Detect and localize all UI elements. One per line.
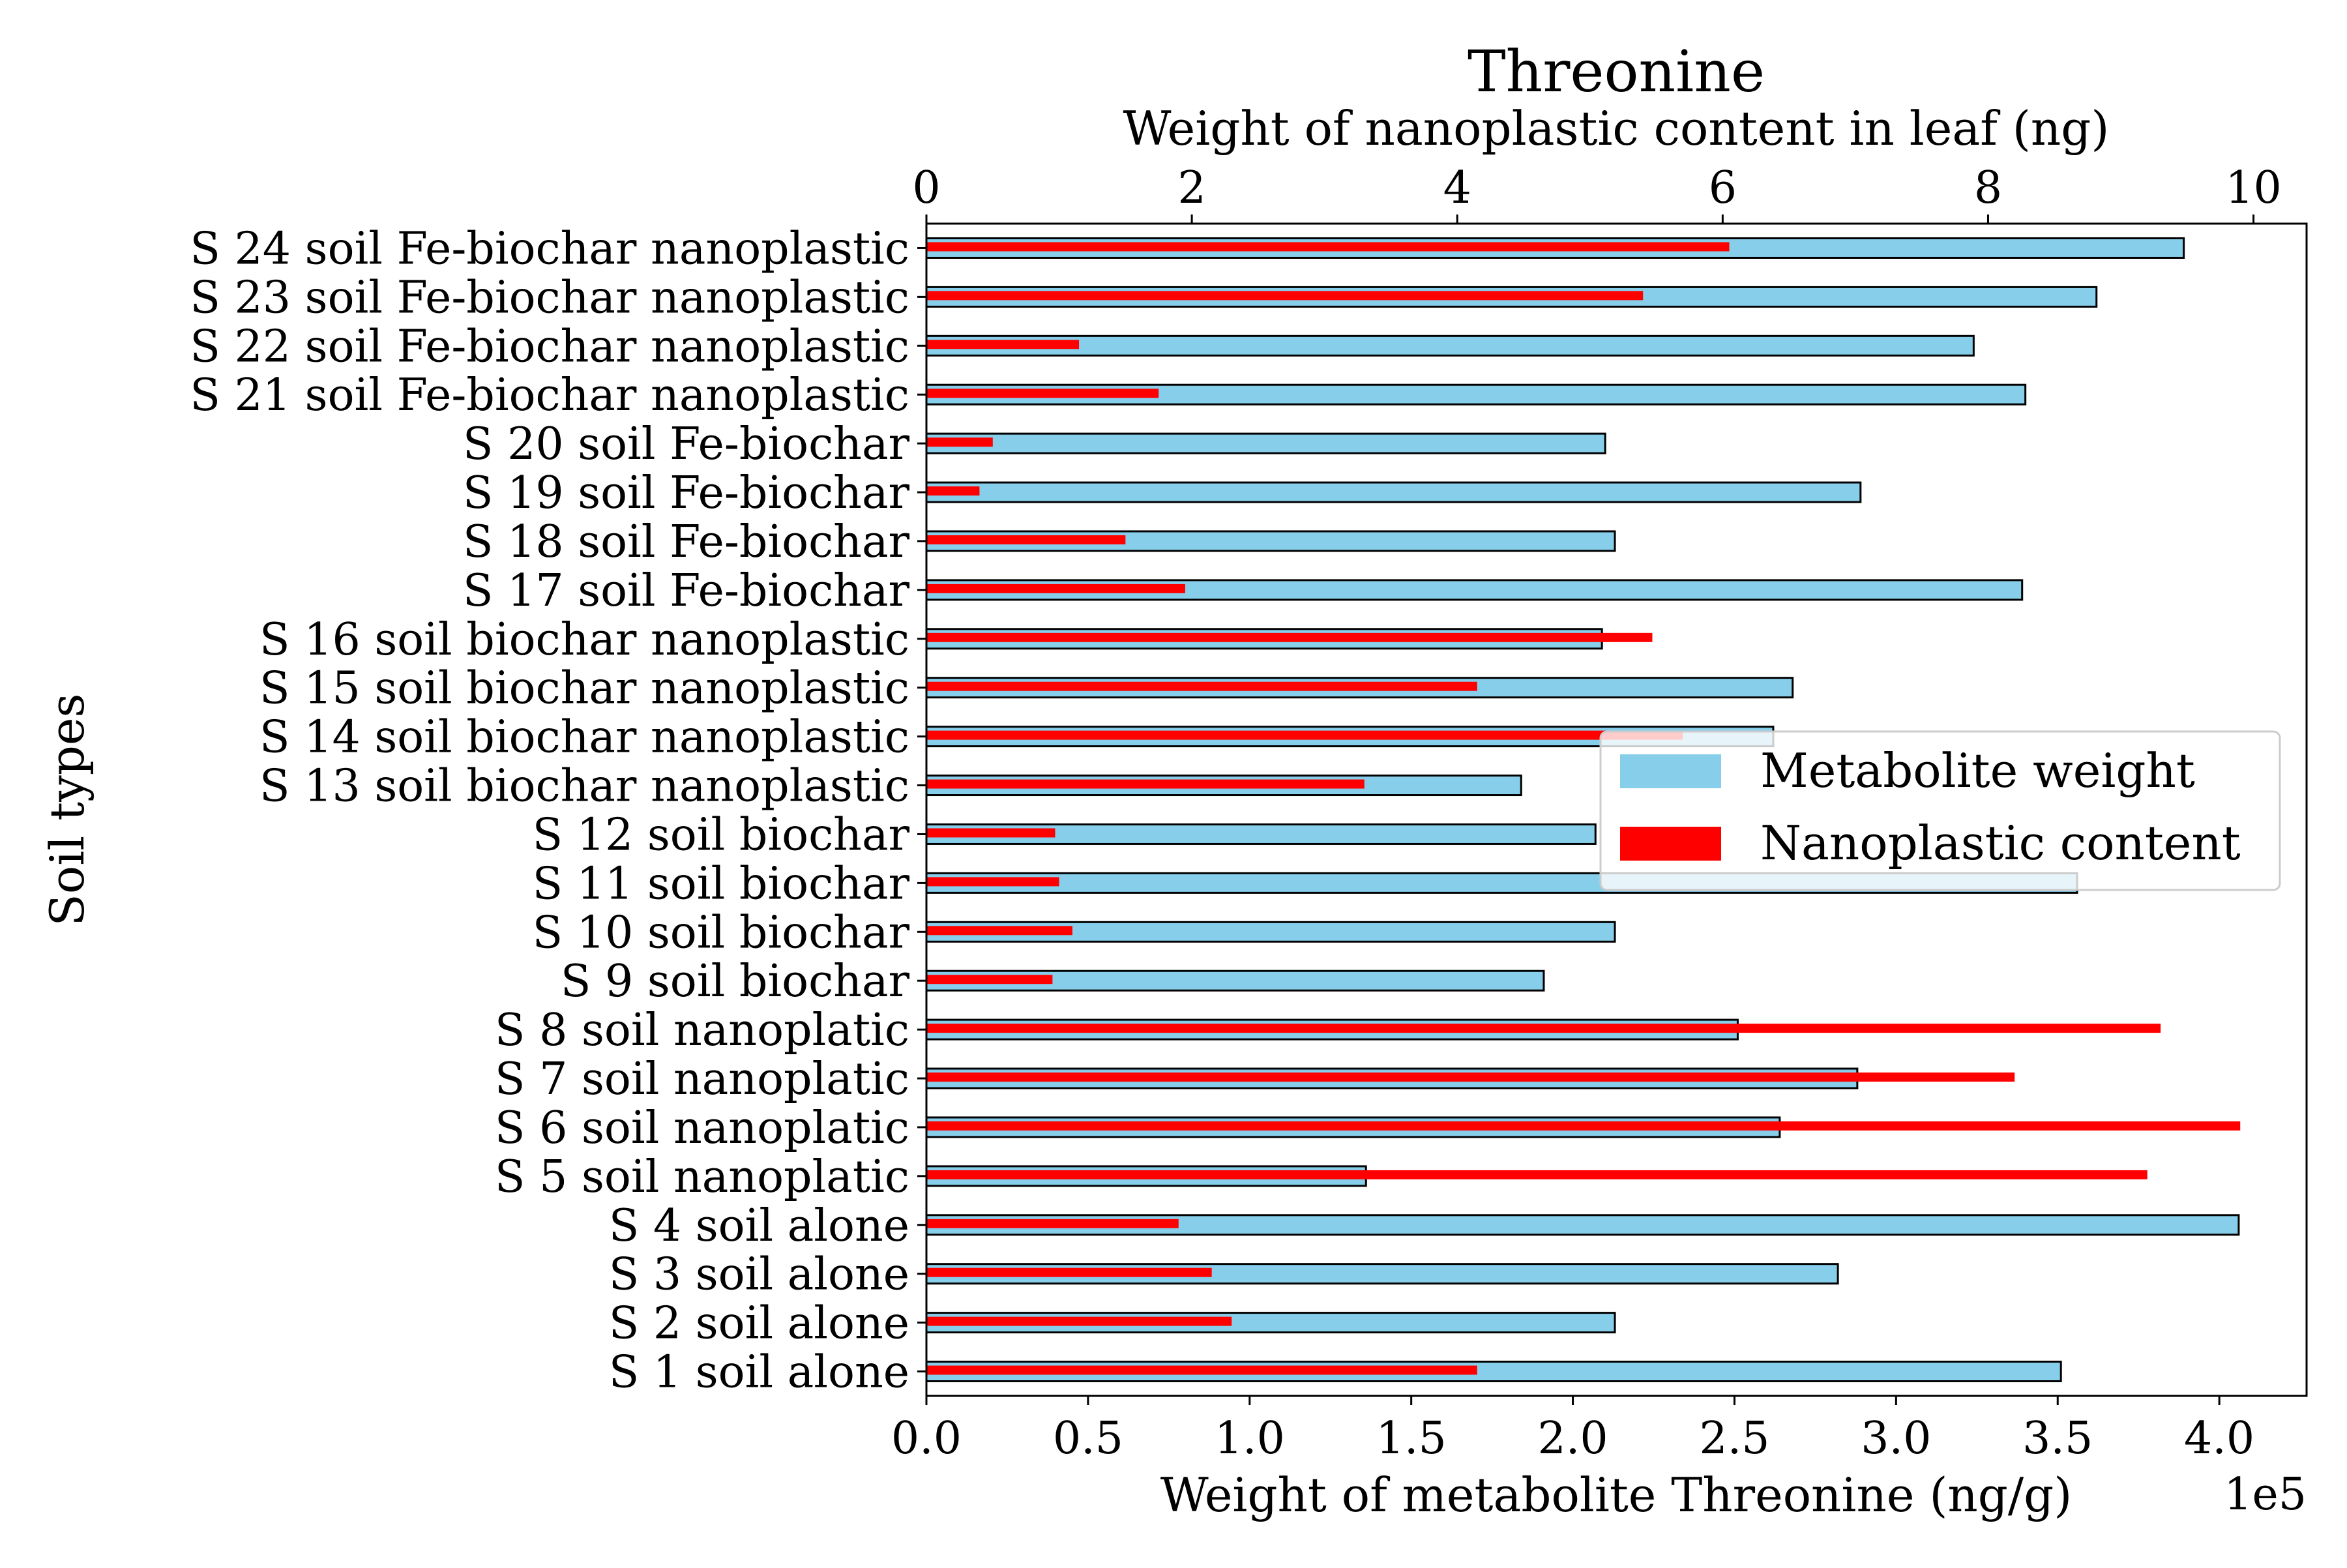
bar-nanoplastic-s-19-soil-fe-biochar [926, 486, 980, 496]
bottom-x-tick-label: 0.0 [891, 1413, 962, 1464]
bar-nanoplastic-s-17-soil-fe-biochar [926, 584, 1185, 593]
bar-nanoplastic-s-9-soil-biochar [926, 975, 1053, 984]
y-tick-label-s-24-soil-fe-biochar-nanoplastic: S 24 soil Fe-biochar nanoplastic [190, 223, 909, 274]
y-tick-label-s-2-soil-alone: S 2 soil alone [609, 1298, 909, 1350]
y-tick-label-s-5-soil-nanoplatic: S 5 soil nanoplatic [495, 1151, 909, 1203]
bar-nanoplastic-s-3-soil-alone [926, 1267, 1212, 1277]
bottom-x-tick-label: 2.0 [1537, 1413, 1608, 1464]
bar-nanoplastic-s-7-soil-nanoplatic [926, 1072, 2015, 1082]
bottom-x-tick-label: 1.0 [1215, 1413, 1285, 1464]
bar-nanoplastic-s-18-soil-fe-biochar [926, 535, 1126, 544]
y-tick-label-s-4-soil-alone: S 4 soil alone [609, 1200, 909, 1252]
bottom-x-tick-label: 4.0 [2184, 1413, 2254, 1464]
bar-metabolite-s-4-soil-alone [925, 1214, 2240, 1236]
bar-nanoplastic-s-11-soil-biochar [926, 877, 1059, 887]
bar-nanoplastic-s-22-soil-fe-biochar-nanoplastic [926, 340, 1080, 349]
y-tick-label-s-1-soil-alone: S 1 soil alone [609, 1347, 909, 1398]
plot-area-frame [925, 222, 2308, 1397]
bar-nanoplastic-s-6-soil-nanoplatic [926, 1121, 2241, 1131]
y-tick-label-s-17-soil-fe-biochar: S 17 soil Fe-biochar [463, 565, 910, 617]
y-tick-label-s-6-soil-nanoplatic: S 6 soil nanoplatic [495, 1102, 909, 1154]
bar-nanoplastic-s-13-soil-biochar-nanoplastic [926, 779, 1365, 789]
y-tick-label-s-18-soil-fe-biochar: S 18 soil Fe-biochar [463, 516, 910, 568]
legend-swatch-nanoplastic-content [1620, 827, 1721, 861]
chart-title: Threonine [1468, 38, 1765, 105]
legend-label-nanoplastic-content: Nanoplastic content [1760, 816, 2241, 870]
bar-nanoplastic-s-12-soil-biochar [926, 828, 1055, 838]
y-tick-label-s-20-soil-fe-biochar: S 20 soil Fe-biochar [463, 419, 910, 470]
top-x-tick-label: 6 [1709, 162, 1737, 214]
bottom-x-tick-label: 3.5 [2022, 1413, 2093, 1464]
y-tick-label-s-12-soil-biochar: S 12 soil biochar [533, 809, 910, 861]
bar-nanoplastic-s-10-soil-biochar [926, 926, 1072, 936]
bar-nanoplastic-s-14-soil-biochar-nanoplastic [926, 730, 1683, 740]
bar-nanoplastic-s-1-soil-alone [926, 1365, 1477, 1375]
bar-metabolite-s-20-soil-fe-biochar [925, 432, 1606, 454]
y-tick-label-s-23-soil-fe-biochar-nanoplastic: S 23 soil Fe-biochar nanoplastic [190, 272, 909, 323]
y-tick-label-s-14-soil-biochar-nanoplastic: S 14 soil biochar nanoplastic [259, 712, 909, 763]
bar-metabolite-s-22-soil-fe-biochar-nanoplastic [925, 334, 1975, 357]
bottom-x-tick-label: 2.5 [1699, 1413, 1769, 1464]
bar-nanoplastic-s-16-soil-biochar-nanoplastic [926, 632, 1653, 642]
y-tick-label-s-21-soil-fe-biochar-nanoplastic: S 21 soil Fe-biochar nanoplastic [190, 370, 909, 421]
y-tick-label-s-10-soil-biochar: S 10 soil biochar [533, 907, 910, 958]
bar-nanoplastic-s-5-soil-nanoplatic [926, 1170, 2148, 1179]
legend-box [1599, 730, 2281, 891]
y-tick-label-s-8-soil-nanoplatic: S 8 soil nanoplatic [495, 1005, 909, 1056]
bar-nanoplastic-s-20-soil-fe-biochar [926, 437, 993, 447]
y-tick-label-s-13-soil-biochar-nanoplastic: S 13 soil biochar nanoplastic [259, 761, 909, 812]
bar-nanoplastic-s-8-soil-nanoplatic [926, 1024, 2161, 1033]
bar-nanoplastic-s-15-soil-biochar-nanoplastic [926, 681, 1477, 691]
legend-swatch-metabolite-weight [1620, 754, 1721, 788]
bottom-x-axis-title: Weight of metabolite Threonine (ng/g) [1160, 1468, 2073, 1522]
top-x-tick-label: 0 [912, 162, 940, 214]
legend-label-metabolite-weight: Metabolite weight [1760, 743, 2195, 798]
y-tick-label-s-19-soil-fe-biochar: S 19 soil Fe-biochar [463, 467, 910, 519]
bottom-x-tick-label: 1.5 [1376, 1413, 1447, 1464]
bar-nanoplastic-s-24-soil-fe-biochar-nanoplastic [926, 242, 1730, 252]
top-x-tick-label: 4 [1443, 162, 1471, 214]
top-x-axis-title: Weight of nanoplastic content in leaf (n… [1123, 101, 2110, 156]
bottom-axis-offset-text: 1e5 [2224, 1469, 2307, 1520]
y-tick-label-s-22-soil-fe-biochar-nanoplastic: S 22 soil Fe-biochar nanoplastic [190, 321, 909, 372]
top-x-tick-label: 2 [1177, 162, 1205, 214]
legend: Metabolite weight Nanoplastic content [1599, 730, 2281, 891]
y-tick-label-s-9-soil-biochar: S 9 soil biochar [561, 956, 910, 1007]
bottom-x-tick-label: 3.0 [1861, 1413, 1931, 1464]
bottom-x-tick-label: 0.5 [1053, 1413, 1123, 1464]
bar-nanoplastic-s-2-soil-alone [926, 1316, 1232, 1326]
bar-metabolite-s-19-soil-fe-biochar [925, 481, 1862, 503]
bar-nanoplastic-s-21-soil-fe-biochar-nanoplastic [926, 389, 1159, 398]
top-x-tick-label: 10 [2225, 162, 2282, 214]
bar-nanoplastic-s-23-soil-fe-biochar-nanoplastic [926, 291, 1644, 301]
y-tick-label-s-16-soil-biochar-nanoplastic: S 16 soil biochar nanoplastic [259, 614, 909, 666]
top-x-tick-label: 8 [1974, 162, 2002, 214]
y-tick-label-s-3-soil-alone: S 3 soil alone [609, 1249, 909, 1301]
y-axis-title: Soil types [40, 694, 95, 926]
bar-nanoplastic-s-4-soil-alone [926, 1219, 1179, 1228]
y-tick-label-s-15-soil-biochar-nanoplastic: S 15 soil biochar nanoplastic [259, 663, 909, 715]
y-tick-label-s-11-soil-biochar: S 11 soil biochar [533, 858, 910, 910]
y-tick-label-s-7-soil-nanoplatic: S 7 soil nanoplatic [495, 1054, 909, 1105]
